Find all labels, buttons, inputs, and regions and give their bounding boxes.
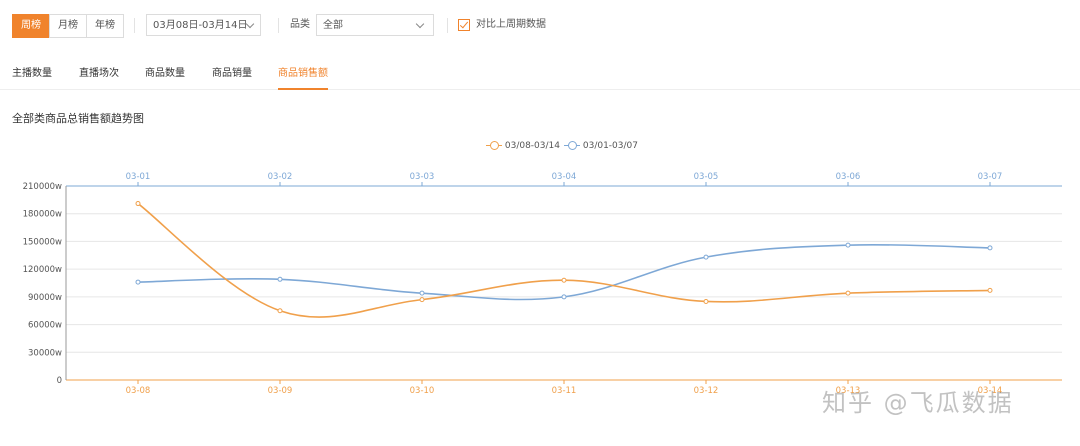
y-tick-label: 120000w (23, 265, 62, 275)
top-x-tick-label: 03-01 (126, 172, 151, 182)
y-tick-label: 0 (57, 376, 62, 386)
category-value: 全部 (323, 20, 343, 31)
top-x-tick-label: 03-03 (410, 172, 435, 182)
y-tick-label: 60000w (28, 321, 62, 331)
data-point (987, 245, 993, 251)
data-point (845, 242, 851, 248)
data-point (703, 298, 709, 304)
period-month-button[interactable]: 月榜 (49, 14, 87, 38)
y-tick-label: 150000w (23, 237, 62, 247)
bottom-x-tick-label: 03-11 (552, 386, 577, 396)
divider (278, 18, 279, 33)
series-current-line (137, 202, 991, 318)
checkbox-checked-icon[interactable] (458, 19, 470, 31)
tab-product-count[interactable]: 商品数量 (145, 68, 185, 79)
compare-label[interactable]: 对比上周期数据 (476, 19, 546, 30)
category-select[interactable]: 全部 (316, 14, 434, 36)
bottom-x-tick-label: 03-08 (126, 386, 151, 396)
y-tick-label: 210000w (23, 182, 62, 192)
date-range-value: 03月08日-03月14日 (153, 20, 248, 31)
watermark: 知乎 @飞瓜数据 (822, 389, 1014, 417)
data-point (277, 276, 283, 282)
y-tick-label: 180000w (23, 210, 62, 220)
legend-label-previous: 03/01-03/07 (582, 141, 638, 151)
data-point (703, 254, 709, 260)
data-point (561, 277, 567, 283)
period-toggle: 周榜 月榜 年榜 (12, 14, 124, 38)
legend-item-current[interactable]: 03/08-03/14 (486, 140, 560, 152)
bottom-x-tick-label: 03-10 (410, 386, 435, 396)
data-point (277, 308, 283, 314)
metric-tabs: 主播数量 直播场次 商品数量 商品销量 商品销售额 (0, 56, 1080, 90)
data-point (135, 279, 141, 285)
top-x-tick-label: 03-07 (978, 172, 1003, 182)
series-previous-line (137, 243, 991, 301)
period-week-button[interactable]: 周榜 (12, 14, 50, 38)
chart-title: 全部类商品总销售额趋势图 (12, 112, 144, 125)
tab-product-sales[interactable]: 商品销量 (212, 68, 252, 79)
y-tick-label: 90000w (28, 293, 62, 303)
legend-item-previous[interactable]: 03/01-03/07 (564, 140, 638, 152)
data-point (419, 297, 425, 303)
divider (134, 18, 135, 33)
data-point (419, 290, 425, 296)
chevron-down-icon (415, 19, 425, 29)
data-point (135, 201, 141, 207)
y-tick-label: 30000w (28, 348, 62, 358)
toolbar: 周榜 月榜 年榜 03月08日-03月14日 品类 全部 对比上周期数据 (12, 14, 1072, 38)
legend-marker-icon (564, 141, 580, 150)
data-point (845, 290, 851, 296)
date-range-picker[interactable]: 03月08日-03月14日 (146, 14, 261, 36)
tab-streamer-count[interactable]: 主播数量 (12, 68, 52, 79)
tab-live-sessions[interactable]: 直播场次 (79, 68, 119, 79)
legend-marker-icon (486, 141, 502, 150)
bottom-x-tick-label: 03-09 (268, 386, 293, 396)
period-year-button[interactable]: 年榜 (86, 14, 124, 38)
top-x-tick-label: 03-02 (268, 172, 293, 182)
category-label: 品类 (290, 19, 310, 30)
bottom-x-tick-label: 03-12 (694, 386, 719, 396)
legend-label-current: 03/08-03/14 (504, 141, 560, 151)
data-point (987, 287, 993, 293)
top-x-tick-label: 03-06 (836, 172, 861, 182)
divider (447, 18, 448, 33)
data-point (561, 294, 567, 300)
top-x-tick-label: 03-04 (552, 172, 577, 182)
top-x-tick-label: 03-05 (694, 172, 719, 182)
tab-sales-amount[interactable]: 商品销售额 (278, 64, 328, 90)
